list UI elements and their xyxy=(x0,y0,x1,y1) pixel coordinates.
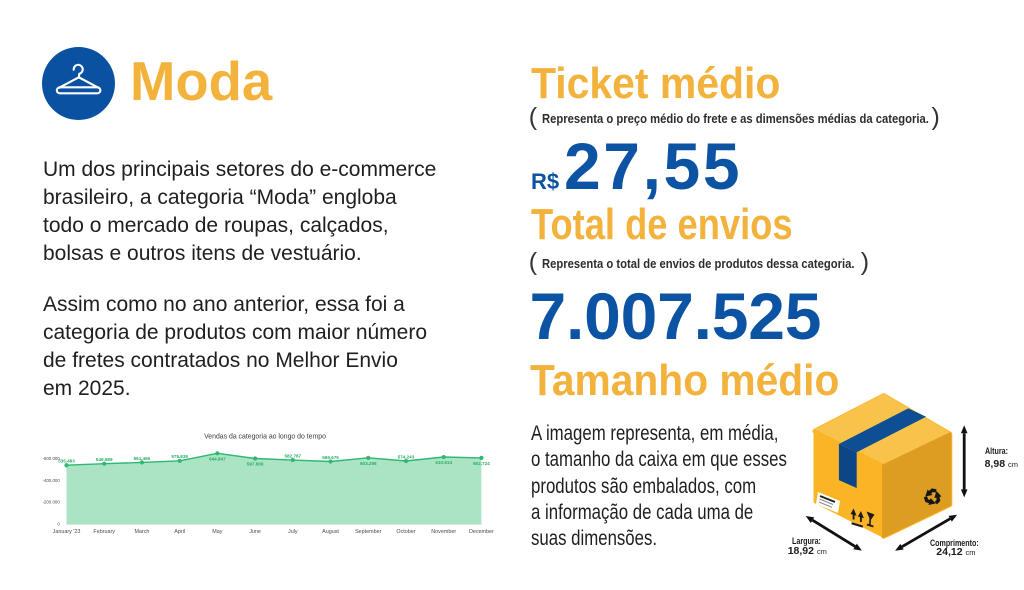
svg-text:561.466: 561.466 xyxy=(134,456,151,461)
svg-text:644.847: 644.847 xyxy=(209,456,226,461)
svg-text:602.724: 602.724 xyxy=(473,461,490,466)
svg-text:December: December xyxy=(469,529,494,535)
svg-text:574.243: 574.243 xyxy=(398,454,415,459)
svg-text:597.609: 597.609 xyxy=(247,461,264,466)
svg-text:February: February xyxy=(93,529,115,535)
svg-text:August: August xyxy=(322,529,339,535)
svg-text:November: November xyxy=(431,529,456,535)
svg-text:582.787: 582.787 xyxy=(285,453,302,458)
svg-text:March: March xyxy=(134,529,149,535)
svg-text:January '23: January '23 xyxy=(53,529,81,535)
svg-text:October: October xyxy=(396,529,415,535)
svg-text:535.483: 535.483 xyxy=(58,459,75,464)
svg-text:-600.000: -600.000 xyxy=(42,456,60,461)
svg-text:569.675: 569.675 xyxy=(322,455,339,460)
svg-text:-200.000: -200.000 xyxy=(42,500,60,505)
svg-text:July: July xyxy=(288,529,298,535)
svg-text:0: 0 xyxy=(57,521,60,526)
svg-text:575.839: 575.839 xyxy=(171,454,188,459)
svg-text:-400.000: -400.000 xyxy=(42,478,60,483)
svg-text:Vendas da categoria ao longo d: Vendas da categoria ao longo do tempo xyxy=(204,434,326,441)
svg-text:603.255: 603.255 xyxy=(360,461,377,466)
svg-text:549.689: 549.689 xyxy=(96,457,113,462)
svg-text:April: April xyxy=(174,529,185,535)
svg-text:610.614: 610.614 xyxy=(435,460,452,465)
svg-text:May: May xyxy=(212,529,222,535)
svg-text:September: September xyxy=(355,529,382,535)
svg-text:June: June xyxy=(249,529,261,535)
